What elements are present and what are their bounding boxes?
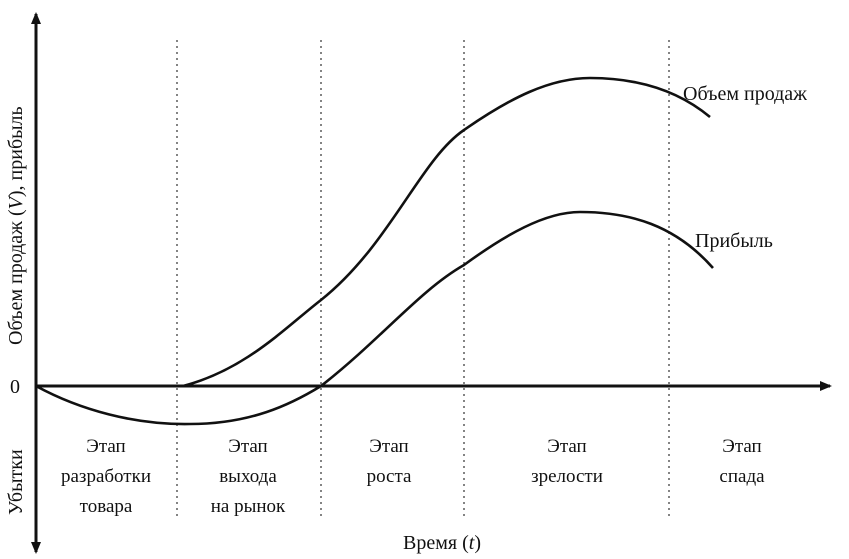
y-axis-label-prefix: Объем продаж ( <box>5 209 27 345</box>
loss-label: Убытки <box>5 449 27 515</box>
stage-development-line3: товара <box>80 496 133 517</box>
profit-curve-label: Прибыль <box>695 230 773 252</box>
stage-introduction-line2: выхода <box>219 466 277 487</box>
stage-development-line1: Этап <box>86 436 125 457</box>
stage-growth-line2: роста <box>367 466 412 487</box>
sales-curve <box>182 76 711 388</box>
stage-development-line2: разработки <box>61 466 151 487</box>
stage-development: Этап разработки товара <box>61 436 151 517</box>
stage-decline-line2: спада <box>719 466 765 487</box>
sales-curve-label: Объем продаж <box>683 83 807 105</box>
stage-maturity-line2: зрелости <box>531 466 603 487</box>
stage-decline-line1: Этап <box>722 436 761 457</box>
stage-growth-line1: Этап <box>369 436 408 457</box>
y-axis-label: Объем продаж (V), прибыль <box>5 106 27 345</box>
x-axis-label-suffix: ) <box>474 532 481 554</box>
y-axis-label-var: V <box>5 194 27 209</box>
x-axis-label-var: t <box>469 532 475 554</box>
y-axis-label-suffix: ), прибыль <box>5 106 27 197</box>
stage-growth: Этап роста <box>367 436 412 487</box>
stage-maturity-line1: Этап <box>547 436 586 457</box>
x-axis-label-prefix: Время ( <box>403 532 469 554</box>
zero-label: 0 <box>10 376 20 398</box>
stage-introduction-line1: Этап <box>228 436 267 457</box>
profit-curve <box>35 210 714 426</box>
x-axis-label: Время (t) <box>403 532 481 554</box>
stage-introduction-line3: на рынок <box>211 496 286 517</box>
stage-decline: Этап спада <box>719 436 765 487</box>
stage-introduction: Этап выхода на рынок <box>211 436 286 517</box>
stage-maturity: Этап зрелости <box>531 436 603 487</box>
